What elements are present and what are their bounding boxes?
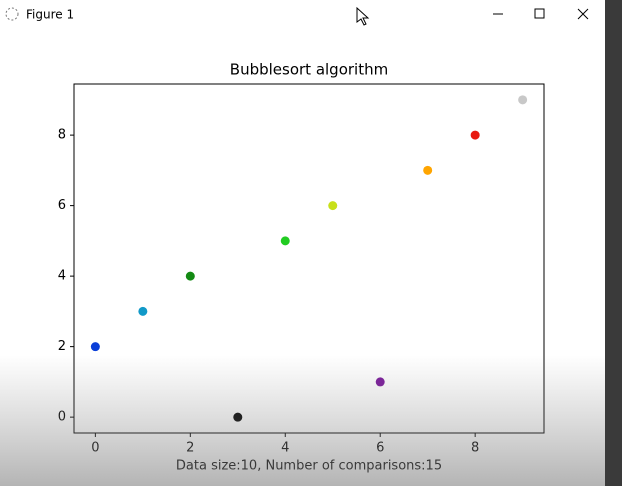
scatter-point — [138, 306, 148, 316]
x-axis-label: Data size:10, Number of comparisons:15 — [176, 459, 442, 474]
background-app — [605, 0, 622, 486]
x-tick-label: 2 — [186, 441, 194, 456]
scatter-point — [375, 377, 385, 387]
app-icon — [5, 7, 19, 21]
scatter-point — [90, 342, 100, 352]
scatter-point — [423, 165, 433, 175]
y-tick-label: 0 — [58, 410, 66, 425]
y-tick-label: 6 — [58, 198, 66, 213]
scatter-point — [233, 412, 243, 422]
scatter-point — [328, 201, 338, 211]
y-tick-label: 8 — [58, 128, 66, 143]
x-tick-label: 4 — [281, 441, 289, 456]
chart-title: Bubblesort algorithm — [230, 61, 388, 79]
scatter-point — [470, 130, 480, 140]
window-title: Figure 1 — [26, 8, 74, 22]
x-tick-label: 0 — [91, 441, 99, 456]
scatter-point — [280, 236, 290, 246]
y-tick-label: 4 — [58, 269, 66, 284]
close-button[interactable] — [577, 8, 589, 20]
x-tick-label: 6 — [376, 441, 384, 456]
scatter-point — [518, 95, 528, 105]
x-tick-label: 8 — [471, 441, 479, 456]
scatter-point — [185, 271, 195, 281]
y-tick-label: 2 — [58, 339, 66, 354]
mouse-cursor — [356, 6, 370, 26]
maximize-button[interactable] — [534, 8, 545, 19]
